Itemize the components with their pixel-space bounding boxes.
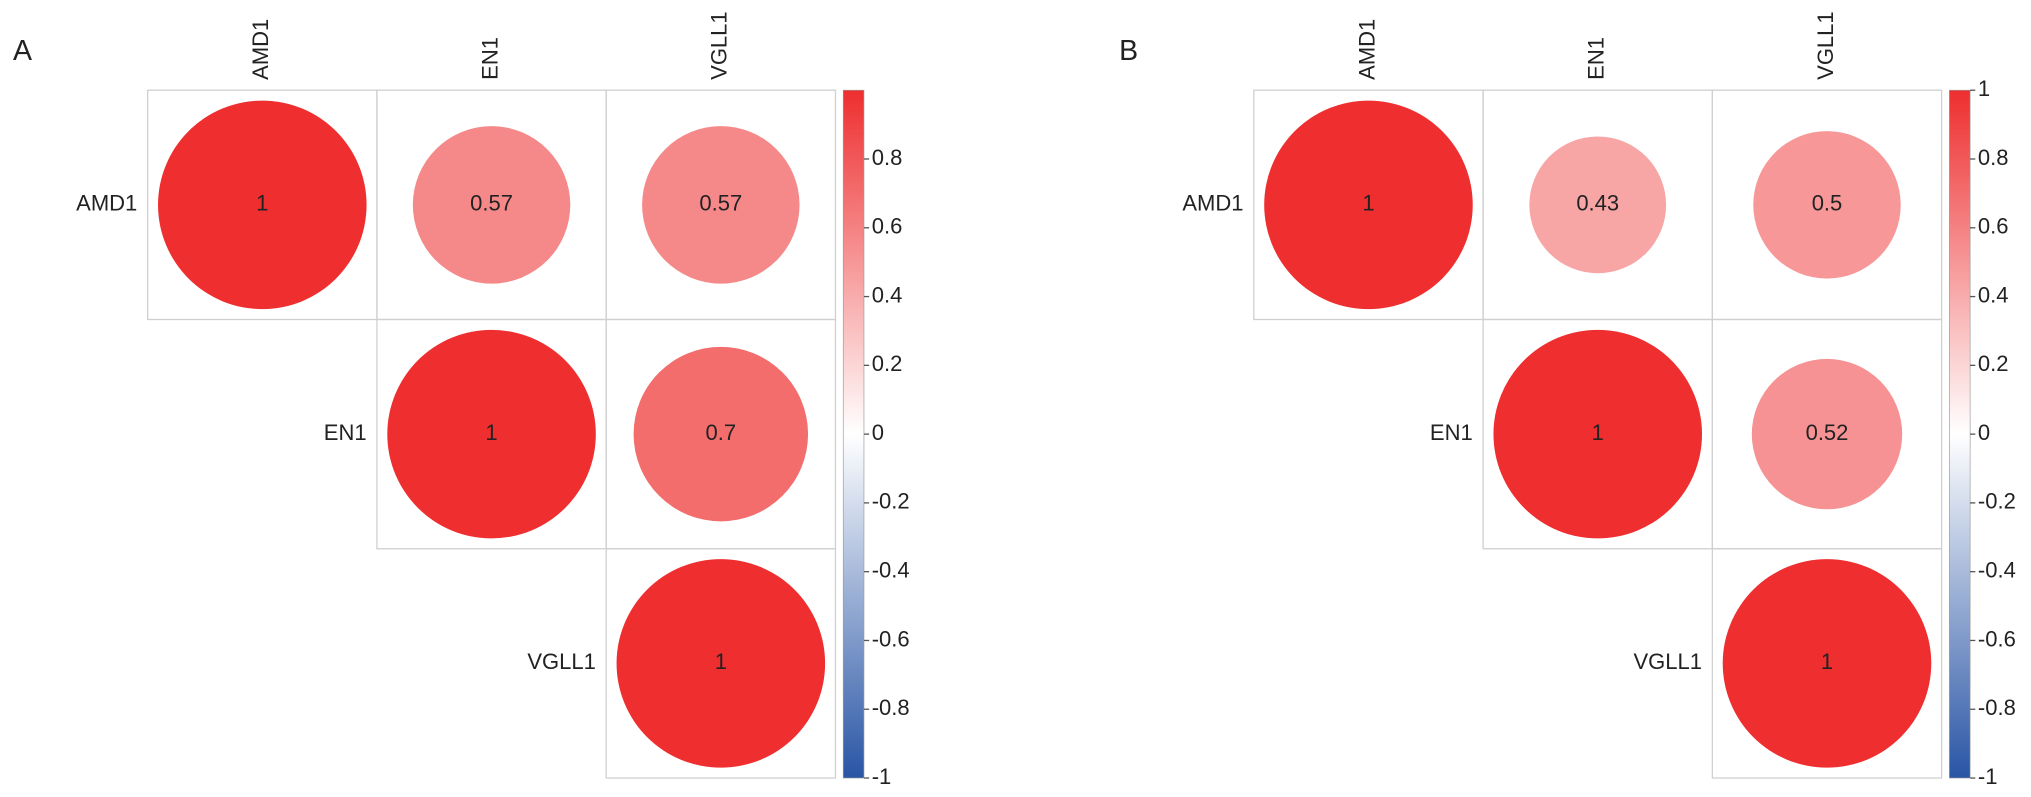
colorbar-tick-label: -1	[872, 764, 892, 789]
row-label: EN1	[1430, 420, 1473, 445]
column-label: AMD1	[248, 19, 273, 80]
correlation-circle	[387, 329, 596, 539]
correlation-circle	[642, 126, 800, 284]
colorbar-tick-label: -0.6	[872, 626, 910, 651]
colorbar-tick-label: 0.8	[1978, 145, 2009, 170]
correlation-circle	[1493, 329, 1702, 539]
value-label: 0.52	[1806, 420, 1849, 445]
panel-label: A	[13, 35, 32, 67]
row-label: AMD1	[1182, 191, 1243, 216]
colorbar-tick-label: 0.4	[872, 282, 903, 307]
correlation-circle	[1722, 559, 1932, 768]
column-label: EN1	[477, 37, 502, 80]
correlation-circle	[412, 126, 571, 284]
correlation-circle	[1753, 131, 1901, 279]
cell-border	[1711, 548, 1943, 779]
value-label: 0.43	[1576, 191, 1619, 216]
column-label: AMD1	[1354, 19, 1379, 80]
colorbar-tick-label: 0.2	[872, 351, 903, 376]
correlation-circle	[158, 100, 367, 310]
colorbar-tick-label: -0.2	[1978, 489, 2016, 514]
colorbar	[842, 89, 865, 779]
value-label: 0.57	[470, 191, 513, 216]
column-label: EN1	[1584, 37, 1609, 80]
row-label: AMD1	[76, 191, 137, 216]
value-label: 0.57	[699, 191, 742, 216]
colorbar-tick-label: -0.4	[1978, 557, 2016, 582]
column-label: VGLL1	[707, 11, 732, 80]
colorbar-tick-label: 0.8	[872, 145, 903, 170]
value-label: 1	[1362, 191, 1374, 216]
panel-label: B	[1119, 35, 1138, 67]
value-label: 1	[715, 649, 727, 674]
colorbar-tick-label: 0.6	[872, 214, 903, 239]
value-label: 1	[1821, 649, 1833, 674]
correlation-circle	[1529, 136, 1667, 274]
colorbar	[1949, 89, 1971, 779]
colorbar-tick-label: 0.6	[1978, 214, 2009, 239]
colorbar-tick-label: 1	[1978, 76, 1990, 101]
row-label: EN1	[324, 420, 367, 445]
column-label: VGLL1	[1813, 11, 1838, 80]
colorbar-tick-label: -0.4	[872, 557, 910, 582]
correlation-circle	[633, 346, 809, 522]
colorbar-tick-label: -0.2	[872, 489, 910, 514]
correlation-circle	[1751, 358, 1903, 510]
colorbar-tick-label: -0.8	[872, 695, 910, 720]
value-label: 0.5	[1812, 191, 1843, 216]
row-label: VGLL1	[1633, 649, 1702, 674]
colorbar-tick-label: -1	[1978, 764, 1998, 789]
colorbar-tick-label: 0	[1978, 420, 1990, 445]
correlation-circle	[1264, 100, 1473, 310]
cell-border	[605, 548, 837, 779]
correlation-circle	[616, 559, 826, 768]
row-label: VGLL1	[527, 649, 596, 674]
value-label: 0.7	[706, 420, 737, 445]
colorbar-tick-label: 0.2	[1978, 351, 2009, 376]
value-label: 1	[485, 420, 497, 445]
value-label: 1	[256, 191, 268, 216]
colorbar-tick-label: -0.8	[1978, 695, 2016, 720]
colorbar-tick-label: -0.6	[1978, 626, 2016, 651]
value-label: 1	[1592, 420, 1604, 445]
colorbar-tick-label: 0.4	[1978, 282, 2009, 307]
colorbar-tick-label: 0	[872, 420, 884, 445]
